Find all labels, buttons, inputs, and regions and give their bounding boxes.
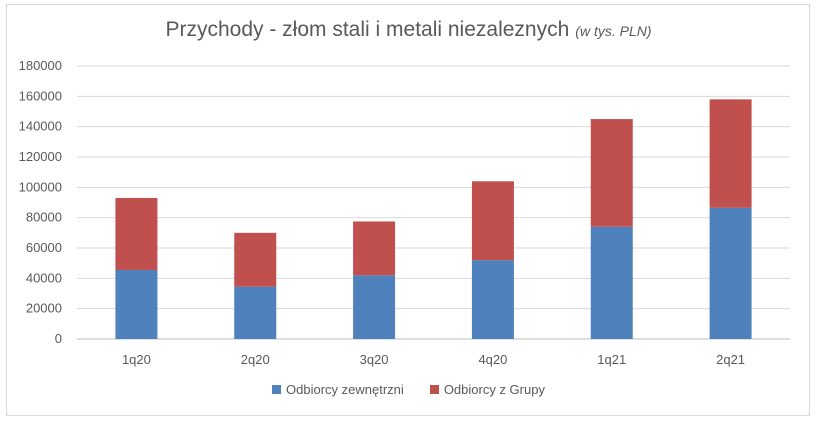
y-tick-label: 180000 <box>19 58 62 73</box>
chart-title: Przychody - złom stali i metali niezalez… <box>0 18 817 42</box>
y-tick-label: 80000 <box>26 210 62 225</box>
legend-label: Odbiorcy z Grupy <box>443 382 545 397</box>
y-tick-label: 20000 <box>26 301 62 316</box>
bar-group <box>115 197 158 270</box>
bar-external <box>353 275 396 339</box>
bar-external <box>471 260 514 339</box>
x-tick-label: 2q21 <box>716 352 745 367</box>
bar-external <box>115 269 158 339</box>
legend-swatch <box>272 385 282 394</box>
legend-swatch <box>429 385 439 394</box>
y-tick-label: 120000 <box>19 149 62 164</box>
x-tick-label: 2q20 <box>241 352 270 367</box>
legend-item: Odbiorcy zewnętrzni <box>272 382 404 397</box>
chart-title-text: Przychody - złom stali i metali niezalez… <box>165 18 570 41</box>
x-tick-label: 1q21 <box>597 352 626 367</box>
bar-group <box>709 99 752 208</box>
y-tick-label: 60000 <box>26 240 62 255</box>
y-tick-label: 160000 <box>19 88 62 103</box>
legend-label: Odbiorcy zewnętrzni <box>286 382 404 397</box>
bar-external <box>590 226 633 339</box>
y-tick-label: 0 <box>55 331 62 346</box>
x-tick-label: 1q20 <box>122 352 151 367</box>
chart-subtitle: (w tys. PLN) <box>575 23 652 39</box>
x-tick-label: 3q20 <box>360 352 389 367</box>
bar-group <box>353 221 396 276</box>
bar-group <box>471 181 514 261</box>
y-tick-label: 100000 <box>19 179 62 194</box>
bar-external <box>234 286 277 339</box>
bar-group <box>234 232 277 287</box>
legend-item: Odbiorcy z Grupy <box>429 382 545 397</box>
y-tick-label: 40000 <box>26 270 62 285</box>
y-tick-label: 140000 <box>19 119 62 134</box>
x-tick-label: 4q20 <box>478 352 507 367</box>
legend: Odbiorcy zewnętrzni Odbiorcy z Grupy <box>0 382 817 397</box>
bar-group <box>590 119 633 227</box>
bar-external <box>709 207 752 339</box>
